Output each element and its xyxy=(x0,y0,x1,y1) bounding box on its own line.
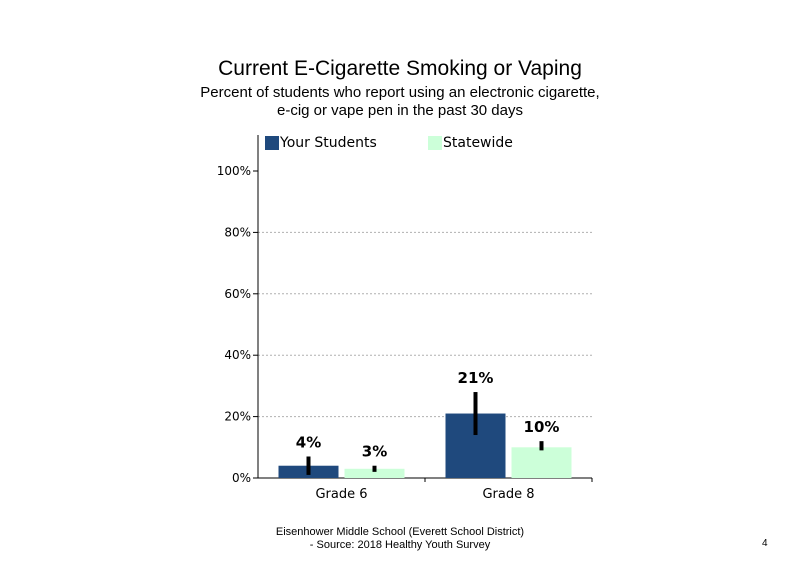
bar-statewide xyxy=(511,447,572,478)
data-label: 3% xyxy=(362,443,387,461)
data-label: 4% xyxy=(296,434,321,452)
y-tick-label: 80% xyxy=(224,225,251,239)
y-tick-label: 60% xyxy=(224,287,251,301)
legend-swatch-your-students xyxy=(265,136,279,150)
chart-subtitle-line1: Percent of students who report using an … xyxy=(200,84,600,101)
page-number: 4 xyxy=(762,538,768,549)
chart-subtitle-line2: e-cig or vape pen in the past 30 days xyxy=(277,102,523,119)
legend-label-your-students: Your Students xyxy=(280,135,377,151)
legend-item-your-students: Your Students xyxy=(265,134,377,152)
legend-label-statewide: Statewide xyxy=(443,135,513,151)
footer-source: - Source: 2018 Healthy Youth Survey xyxy=(309,539,491,551)
y-tick-label: 40% xyxy=(224,348,251,362)
y-tick-label: 0% xyxy=(232,471,251,485)
data-label: 21% xyxy=(458,369,494,387)
data-label: 10% xyxy=(524,418,560,436)
y-tick-label: 20% xyxy=(224,410,251,424)
legend-swatch-statewide xyxy=(428,136,442,150)
x-category-label: Grade 6 xyxy=(315,487,367,502)
y-tick-label: 100% xyxy=(217,164,251,178)
footer-school: Eisenhower Middle School (Everett School… xyxy=(275,526,525,538)
bar-statewide xyxy=(344,468,405,478)
x-category-label: Grade 8 xyxy=(482,487,534,502)
chart-title: Current E-Cigarette Smoking or Vaping xyxy=(218,57,582,80)
legend-item-statewide: Statewide xyxy=(428,134,513,152)
